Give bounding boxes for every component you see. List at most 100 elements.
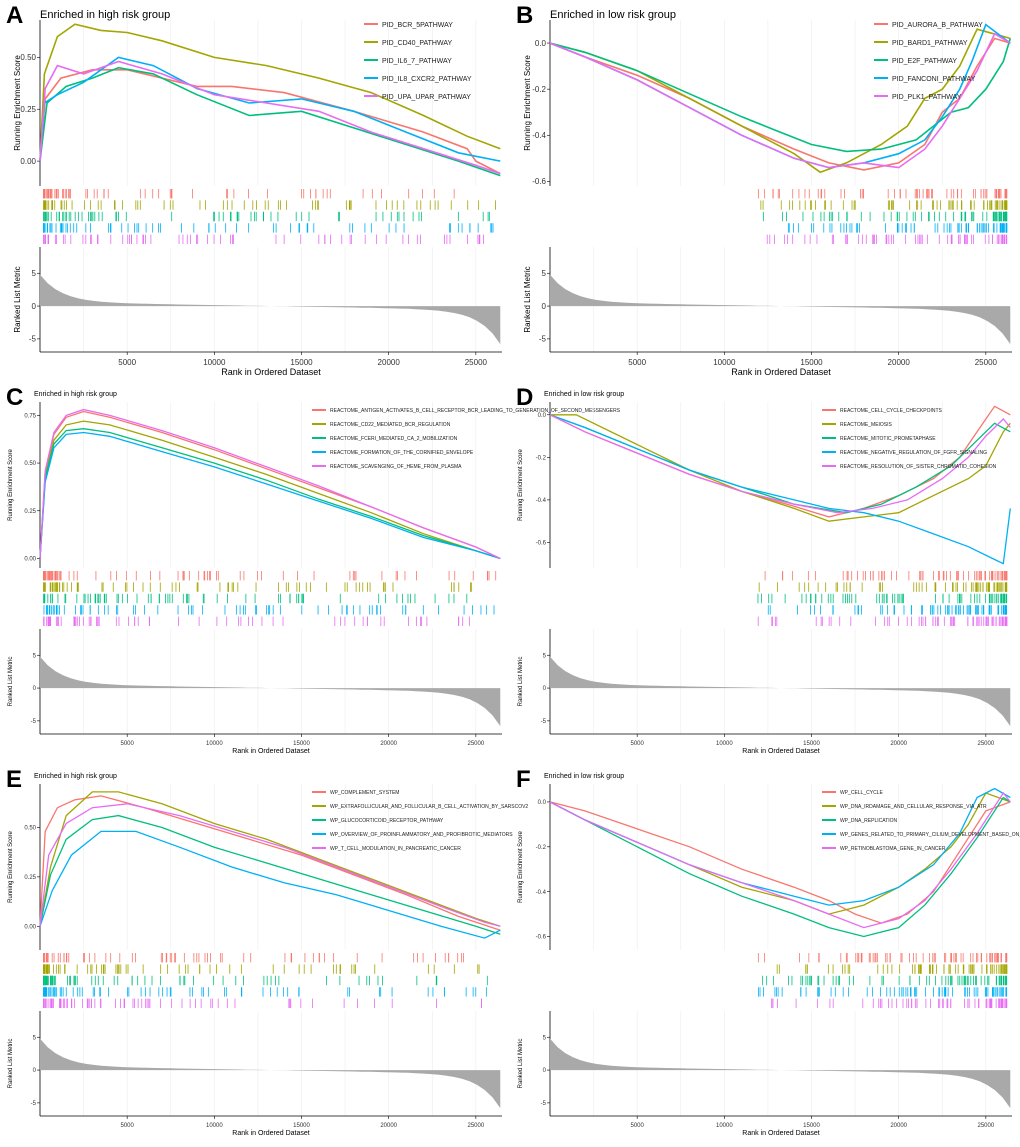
rank-y-tick-label: -5 bbox=[29, 335, 37, 344]
panel-letter-f: F bbox=[516, 766, 531, 793]
rank-y-tick-label: -5 bbox=[31, 719, 37, 725]
es-line-1 bbox=[39, 791, 501, 927]
rank-y-tick-label: 0 bbox=[542, 302, 547, 311]
rank-y-tick-label: 5 bbox=[543, 1035, 547, 1041]
rank-y-tick-label: 5 bbox=[33, 1035, 37, 1041]
rank-y-axis-title: Ranked List Metric bbox=[8, 1039, 14, 1089]
x-tick-label: 5000 bbox=[630, 1123, 644, 1129]
hit-bars-2 bbox=[757, 593, 1008, 604]
legend-label-0: WP_CELL_CYCLE bbox=[840, 790, 883, 796]
es-line-1 bbox=[39, 23, 501, 162]
hit-bars-4 bbox=[766, 234, 1008, 244]
legend-label-4: WP_RETINOBLASTOMA_GENE_IN_CANCER bbox=[840, 846, 946, 852]
hit-bars-1 bbox=[43, 964, 480, 974]
hit-bars-0 bbox=[43, 571, 497, 581]
es-line-0 bbox=[39, 795, 501, 931]
es-y-tick-label: 0.25 bbox=[20, 105, 36, 114]
legend-label-2: WP_DNA_REPLICATION bbox=[840, 818, 898, 824]
x-tick-label: 5000 bbox=[630, 741, 644, 747]
rank-y-axis-title: Ranked List Metric bbox=[523, 266, 532, 332]
x-tick-label: 25000 bbox=[468, 741, 485, 747]
panel-letter-c: C bbox=[6, 384, 24, 411]
rank-y-tick-label: 0 bbox=[33, 686, 37, 692]
legend-label-1: WP_DNA_IRDAMAGE_AND_CELLULAR_RESPONSE_VI… bbox=[840, 804, 987, 810]
es-y-tick-label: -0.2 bbox=[536, 845, 547, 851]
es-y-tick-label: -0.6 bbox=[532, 177, 546, 186]
es-y-tick-label: -0.6 bbox=[536, 935, 547, 941]
x-tick-label: 15000 bbox=[290, 358, 313, 367]
panel-c: C Enriched in high risk group 0.75 0.50 0.2… bbox=[0, 382, 621, 764]
hit-bars-3 bbox=[43, 987, 487, 997]
legend-label-3: REACTOME_NEGATIVE_REGULATION_OF_FGFR_SIG… bbox=[840, 450, 987, 456]
x-axis-title: Rank in Ordered Dataset bbox=[232, 1130, 309, 1137]
legend-label-4: PID_PLK1_PATHWAY bbox=[892, 94, 962, 101]
panel-letter-d: D bbox=[516, 384, 534, 411]
es-y-tick-label: 0.00 bbox=[24, 924, 36, 930]
es-y-tick-label: 0.0 bbox=[535, 39, 547, 48]
es-y-tick-label: -0.4 bbox=[532, 131, 546, 140]
es-line-4 bbox=[39, 803, 501, 927]
gsea-plot-c: Enriched in high risk group 0.75 0.50 0.25 0… bbox=[8, 391, 621, 755]
x-tick-label: 20000 bbox=[380, 741, 397, 747]
legend-label-3: WP_OVERVIEW_OF_PROINFLAMMATORY_AND_PROFI… bbox=[330, 832, 513, 838]
x-tick-label: 20000 bbox=[380, 1123, 397, 1129]
hit-bars-0 bbox=[757, 953, 1008, 963]
hit-bars-4 bbox=[43, 234, 484, 244]
es-y-tick-label: 0.00 bbox=[24, 557, 36, 563]
x-tick-label: 15000 bbox=[293, 741, 310, 747]
hit-bars-4 bbox=[771, 998, 1008, 1008]
es-y-axis-title: Running Enrichment Score bbox=[523, 55, 532, 151]
x-tick-label: 10000 bbox=[716, 741, 733, 747]
legend-label-2: PID_IL6_7_PATHWAY bbox=[382, 58, 452, 65]
panel-b: B Enriched in low risk group 0.0 -0.2 -0.4 -… bbox=[510, 0, 1020, 382]
hit-bars-1 bbox=[760, 200, 1008, 210]
legend-label-0: PID_AURORA_B_PATHWAY bbox=[892, 22, 983, 29]
es-line-4 bbox=[39, 408, 501, 560]
legend-label-4: REACTOME_RESOLUTION_OF_SISTER_CHROMATID_… bbox=[840, 464, 997, 470]
gsea-plot-a: Enriched in high risk group 0.00 0.25 0.50 5… bbox=[13, 9, 502, 377]
hit-bars-3 bbox=[758, 987, 1008, 997]
x-tick-label: 20000 bbox=[378, 358, 401, 367]
rank-y-axis-title: Ranked List Metric bbox=[13, 266, 22, 332]
legend-label-4: WP_T_CELL_MODULATION_IN_PANCREATIC_CANCE… bbox=[330, 846, 461, 852]
hit-bars-1 bbox=[43, 582, 472, 592]
x-tick-label: 25000 bbox=[468, 1123, 485, 1129]
hit-bars-1 bbox=[776, 964, 1008, 974]
legend-label-2: WP_GLUCOCORTICOID_RECEPTOR_PATHWAY bbox=[330, 818, 444, 824]
legend-label-4: PID_UPA_UPAR_PATHWAY bbox=[382, 94, 471, 101]
es-line-2 bbox=[39, 66, 501, 177]
x-tick-label: 15000 bbox=[803, 1123, 820, 1129]
es-y-tick-label: 0.25 bbox=[24, 509, 36, 515]
panel-e: E Enriched in high risk group 0.50 0.25 0.0… bbox=[0, 764, 528, 1147]
hit-bars-0 bbox=[43, 189, 455, 199]
rank-y-axis-title: Ranked List Metric bbox=[518, 1039, 524, 1089]
x-axis-title: Rank in Ordered Dataset bbox=[742, 1130, 819, 1137]
es-line-1 bbox=[549, 28, 1011, 174]
legend-label-3: PID_IL8_CXCR2_PATHWAY bbox=[382, 76, 472, 83]
es-line-4 bbox=[549, 32, 1011, 169]
x-tick-label: 25000 bbox=[975, 358, 998, 367]
es-y-axis-title: Running Enrichment Score bbox=[13, 55, 22, 151]
hit-bars-2 bbox=[762, 975, 1008, 986]
es-y-tick-label: -0.2 bbox=[532, 85, 546, 94]
es-y-axis-title: Running Enrichment Score bbox=[518, 830, 524, 902]
es-y-tick-label: 0.00 bbox=[20, 157, 36, 166]
gsea-plot-f: Enriched in low risk group 0.0 -0.2 -0.4 -0.… bbox=[518, 773, 1020, 1137]
es-y-tick-label: 0.50 bbox=[20, 53, 36, 62]
panel-title: Enriched in high risk group bbox=[34, 391, 117, 398]
hit-bars-4 bbox=[43, 616, 470, 626]
legend-label-2: REACTOME_MITOTIC_PROMETAPHASE bbox=[840, 436, 936, 442]
legend-label-1: PID_CD40_PATHWAY bbox=[382, 40, 452, 47]
es-line-0 bbox=[549, 37, 1011, 171]
es-line-3 bbox=[39, 830, 501, 939]
hit-bars-2 bbox=[43, 211, 490, 222]
legend-label-4: REACTOME_SCAVENGING_OF_HEME_FROM_PLASMA bbox=[330, 464, 462, 470]
rank-y-tick-label: 0 bbox=[33, 1068, 37, 1074]
panel-title: Enriched in low risk group bbox=[544, 391, 624, 398]
x-tick-label: 15000 bbox=[293, 1123, 310, 1129]
x-tick-label: 5000 bbox=[628, 358, 646, 367]
gsea-plot-e: Enriched in high risk group 0.50 0.25 0.00 5… bbox=[8, 773, 528, 1137]
rank-y-tick-label: -5 bbox=[31, 1101, 37, 1107]
es-line-1 bbox=[550, 414, 1011, 522]
x-tick-label: 25000 bbox=[978, 741, 995, 747]
